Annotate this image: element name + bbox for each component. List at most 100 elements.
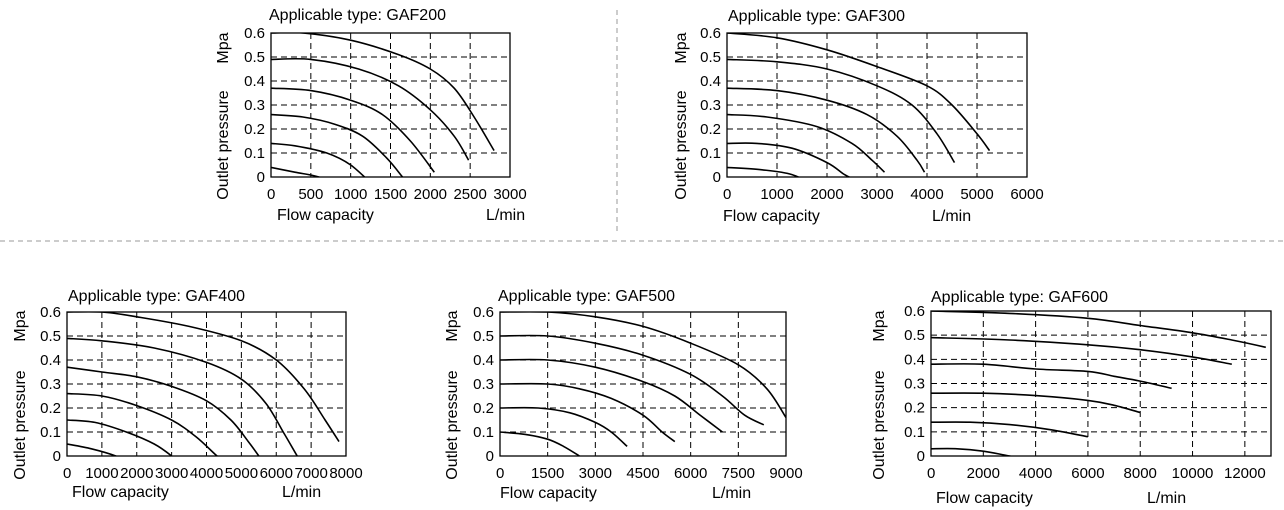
x-tick-label: 4000 [910,186,943,203]
x-axis-unit: L/min [712,485,751,502]
pressure-curve-5 [727,142,851,177]
chart-5: Applicable type: GAF600 0 0.1 0.2 0.3 0.4 0.5 0… [871,289,1272,507]
y-axis-unit: Mpa [444,310,461,341]
y-tick-label: 0.2 [904,400,925,417]
pressure-curve-6 [931,447,1014,456]
y-tick-label: 0.3 [473,376,494,393]
y-axis-label: Outlet pressure [215,90,232,199]
pressure-curve-4 [931,392,1141,414]
pressure-curve-6 [271,166,322,177]
x-tick-label: 2000 [967,465,1000,482]
pressure-curve-1 [931,311,1266,349]
y-tick-label: 0.6 [700,25,721,42]
x-axis-label: Flow capacity [936,490,1033,507]
chart-1: Applicable type: GAF200 0 0.1 0.2 0.3 0.4 0.5 0… [215,7,527,224]
y-tick-label: 0.5 [904,327,925,344]
pressure-curve-3 [500,358,723,433]
plot-frame [66,311,347,457]
pressure-curve-1 [67,312,340,443]
pressure-curve-2 [931,336,1232,365]
curves [931,311,1266,456]
y-tick-label: 0.6 [40,304,61,321]
y-tick-label: 0.4 [244,73,265,90]
chart-4: Applicable type: GAF500 0 0.1 0.2 0.3 0.4 0.5 0… [444,288,803,502]
y-tick-label: 0 [257,169,265,186]
chart-title: Applicable type: GAF400 [68,288,245,305]
x-axis-label: Flow capacity [72,484,169,501]
y-tick-label: 0.1 [473,424,494,441]
y-tick-label: 0.3 [904,376,925,393]
x-tick-label: 0 [723,186,731,203]
x-tick-label: 4000 [1019,465,1052,482]
y-tick-label: 0.3 [40,376,61,393]
x-tick-label: 7000 [294,465,327,482]
y-tick-label: 0.5 [700,49,721,66]
x-tick-label: 6000 [674,465,707,482]
y-tick-label: 0.4 [473,352,494,369]
pressure-curve-1 [500,312,786,419]
x-axis-unit: L/min [486,207,525,224]
y-axis-label: Outlet pressure [12,370,29,479]
plot-frame [726,32,1028,178]
x-tick-label: 2500 [453,186,486,203]
y-axis-unit: Mpa [871,310,888,341]
x-axis-unit: L/min [282,484,321,501]
x-tick-label: 4000 [190,465,223,482]
pressure-curve-2 [727,58,956,164]
y-axis-label: Outlet pressure [444,370,461,479]
y-tick-label: 0 [917,448,925,465]
x-tick-label: 2000 [414,186,447,203]
x-axis-label: Flow capacity [723,208,820,225]
chart-title: Applicable type: GAF500 [498,288,675,305]
x-tick-label: 5000 [225,465,258,482]
x-tick-label: 2000 [810,186,843,203]
x-tick-label: 1000 [760,186,793,203]
x-tick-label: 1500 [374,186,407,203]
y-tick-label: 0.1 [700,145,721,162]
pressure-curve-4 [67,392,219,456]
pressure-curve-3 [931,363,1172,390]
chart-2: Applicable type: GAF300 0 0.1 0.2 0.3 0.4 0.5 0… [673,8,1044,225]
x-tick-label: 4500 [626,465,659,482]
pressure-curve-5 [500,406,628,447]
y-tick-label: 0.5 [244,49,265,66]
x-tick-label: 5000 [960,186,993,203]
x-tick-label: 500 [298,186,323,203]
pressure-curve-4 [500,382,676,443]
pressure-curve-6 [727,166,801,177]
y-tick-label: 0.1 [40,424,61,441]
x-tick-label: 1000 [334,186,367,203]
x-tick-label: 0 [63,465,71,482]
chart-title: Applicable type: GAF200 [269,7,446,24]
pressure-curve-2 [271,57,470,161]
pressure-curve-4 [727,113,886,173]
x-tick-label: 10000 [1172,465,1214,482]
y-tick-label: 0.1 [244,145,265,162]
chart-3: Applicable type: GAF400 0 0.1 0.2 0.3 0.4 0.5 0… [12,288,363,501]
x-tick-label: 1000 [85,465,118,482]
y-tick-label: 0.4 [904,351,925,368]
x-tick-label: 8000 [329,465,362,482]
pressure-curve-3 [271,87,435,173]
chart-title: Applicable type: GAF600 [931,289,1108,306]
y-tick-label: 0 [486,448,494,465]
pressure-curve-1 [727,33,991,152]
curves [271,33,495,177]
x-tick-label: 12000 [1224,465,1266,482]
x-tick-label: 3000 [155,465,188,482]
x-tick-label: 3000 [579,465,612,482]
y-tick-label: 0.3 [244,97,265,114]
y-tick-label: 0.6 [473,304,494,321]
x-tick-label: 3000 [860,186,893,203]
y-tick-label: 0.4 [700,73,721,90]
plot-frame [270,32,511,178]
pressure-curve-3 [67,366,260,456]
x-tick-label: 3000 [493,186,526,203]
y-tick-label: 0.2 [700,121,721,138]
y-tick-label: 0 [53,448,61,465]
y-axis-unit: Mpa [673,32,690,63]
curves [500,312,786,456]
x-tick-label: 7500 [722,465,755,482]
pressure-curve-6 [500,431,580,456]
